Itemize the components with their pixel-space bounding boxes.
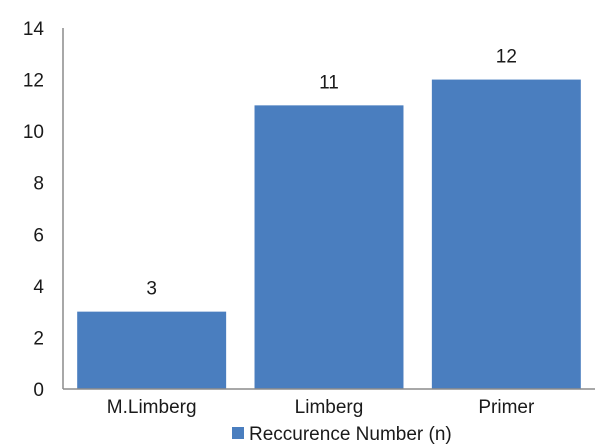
legend-swatch xyxy=(232,427,244,439)
data-label: 3 xyxy=(146,279,157,300)
bars xyxy=(77,79,581,390)
legend-label: Reccurence Number (n) xyxy=(249,424,452,445)
x-tick-label: M.Limberg xyxy=(107,397,197,418)
bar-m-limberg xyxy=(77,311,227,389)
y-tick-label: 2 xyxy=(33,328,44,349)
x-tick-label: Primer xyxy=(478,397,535,418)
data-label: 12 xyxy=(496,47,517,68)
bar-limberg xyxy=(254,105,404,389)
y-tick-label: 14 xyxy=(23,19,45,40)
bar-primer xyxy=(431,79,581,390)
y-tick-label: 6 xyxy=(33,225,44,246)
data-label: 11 xyxy=(319,72,339,93)
y-tick-label: 8 xyxy=(33,174,44,195)
x-tick-label: Limberg xyxy=(295,397,364,418)
y-tick-label: 0 xyxy=(33,380,44,401)
y-tick-label: 4 xyxy=(33,277,44,298)
y-axis-ticks: 0 2 4 6 8 10 12 14 xyxy=(23,19,45,401)
y-tick-label: 10 xyxy=(23,122,44,143)
x-axis-ticks: M.Limberg Limberg Primer xyxy=(107,397,535,418)
legend: Reccurence Number (n) xyxy=(232,424,452,445)
y-tick-label: 12 xyxy=(23,71,44,92)
data-labels: 3 11 12 xyxy=(146,47,517,300)
